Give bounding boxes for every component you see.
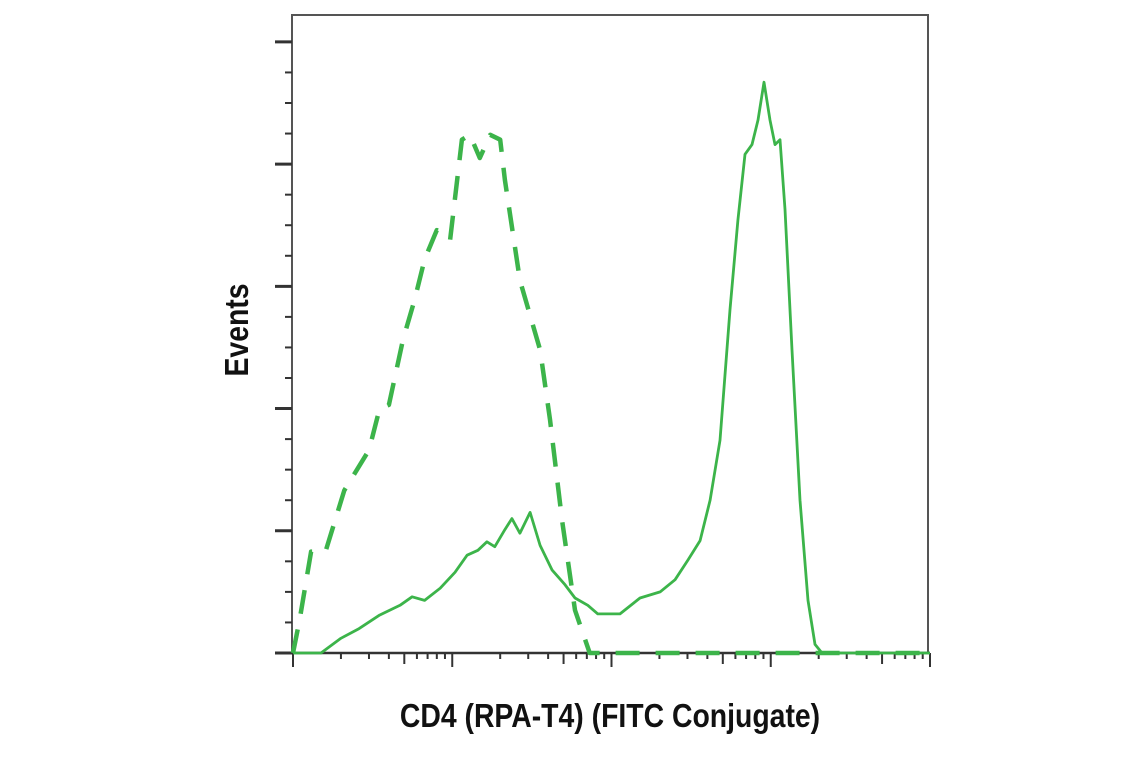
plot-frame [291, 14, 929, 654]
axis-ticks [275, 40, 931, 667]
isotype-control-dashed-line [290, 132, 930, 656]
series-group [290, 80, 930, 656]
x-axis-label: CD4 (RPA-T4) (FITC Conjugate) [400, 697, 820, 735]
y-axis-label: Events [218, 283, 256, 376]
cd4-stained-solid-line [293, 80, 930, 655]
